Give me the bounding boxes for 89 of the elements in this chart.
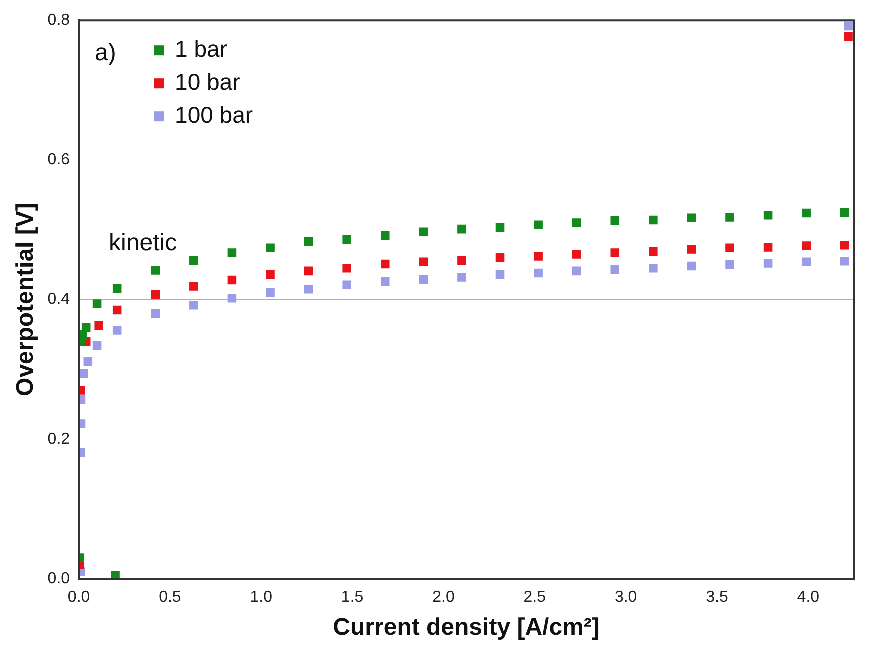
point (419, 258, 428, 266)
point (92, 300, 102, 308)
point (228, 276, 237, 285)
point (266, 288, 275, 298)
x-tick-label: 3.0 (614, 589, 638, 606)
x-tick-label: 1.5 (341, 589, 364, 606)
point (496, 224, 505, 232)
annotation: kinetic (109, 230, 178, 257)
point (844, 32, 853, 42)
point (419, 275, 428, 284)
point (190, 256, 198, 266)
point (84, 358, 93, 366)
point (496, 254, 505, 262)
point (94, 321, 104, 330)
point (496, 270, 505, 280)
point (649, 216, 658, 225)
point (764, 243, 773, 252)
point (534, 252, 543, 261)
annotation: a) (95, 40, 116, 67)
x-tick-label: 1.0 (250, 589, 273, 606)
point (151, 266, 160, 275)
point (111, 571, 120, 579)
point (266, 244, 275, 253)
x-tick-label: 4.0 (797, 589, 820, 606)
point (687, 214, 696, 223)
point (649, 247, 658, 256)
point (82, 323, 91, 332)
point (458, 273, 466, 282)
point (112, 326, 122, 335)
point (726, 260, 734, 270)
point (458, 224, 466, 234)
point (266, 270, 275, 280)
y-tick-label: 0.0 (48, 570, 70, 588)
point (534, 268, 543, 278)
y-tick-label: 0.2 (48, 430, 70, 448)
point (726, 244, 734, 253)
point (572, 250, 582, 259)
point (802, 258, 811, 266)
point (342, 264, 352, 273)
legend-label: 1 bar (175, 36, 228, 62)
point (687, 245, 696, 254)
point (112, 306, 122, 315)
point (840, 257, 850, 266)
point (840, 208, 850, 217)
point (304, 266, 314, 276)
point (92, 341, 102, 350)
point (190, 282, 198, 291)
point (649, 264, 658, 273)
point (112, 284, 122, 294)
point (572, 266, 582, 276)
y-tick-label: 0.6 (48, 152, 70, 169)
point (342, 235, 352, 244)
point (726, 213, 734, 222)
point (190, 300, 198, 310)
point (534, 220, 543, 230)
point (802, 242, 811, 250)
y-axis-title: Overpotential [V] (12, 203, 40, 396)
point (687, 262, 696, 271)
x-tick-label: 3.5 (706, 589, 728, 606)
y-tick-label: 0.4 (48, 291, 70, 308)
point (151, 309, 160, 318)
point (380, 277, 390, 286)
point (844, 22, 853, 31)
point (380, 231, 390, 240)
point (610, 216, 620, 226)
legend-label: 100 bar (175, 102, 254, 128)
point (228, 294, 237, 303)
point (380, 260, 390, 269)
x-tick-label: 0.0 (68, 589, 90, 606)
point (610, 248, 620, 258)
x-axis-title: Current density [A/cm²] (333, 614, 600, 642)
point (419, 228, 428, 236)
legend-label: 10 bar (175, 68, 241, 95)
point (342, 280, 352, 290)
point (802, 208, 811, 218)
point (304, 237, 314, 246)
point (151, 290, 160, 300)
point (572, 218, 582, 228)
point (840, 240, 850, 250)
x-tick-label: 2.5 (524, 589, 546, 606)
point (304, 284, 314, 294)
point (764, 259, 773, 268)
point (228, 248, 237, 258)
y-tick-label: 0.8 (48, 12, 70, 30)
point (458, 256, 466, 266)
point (610, 265, 620, 274)
x-tick-label: 2.0 (432, 589, 455, 606)
point (764, 210, 773, 220)
x-tick-label: 0.5 (159, 589, 182, 606)
